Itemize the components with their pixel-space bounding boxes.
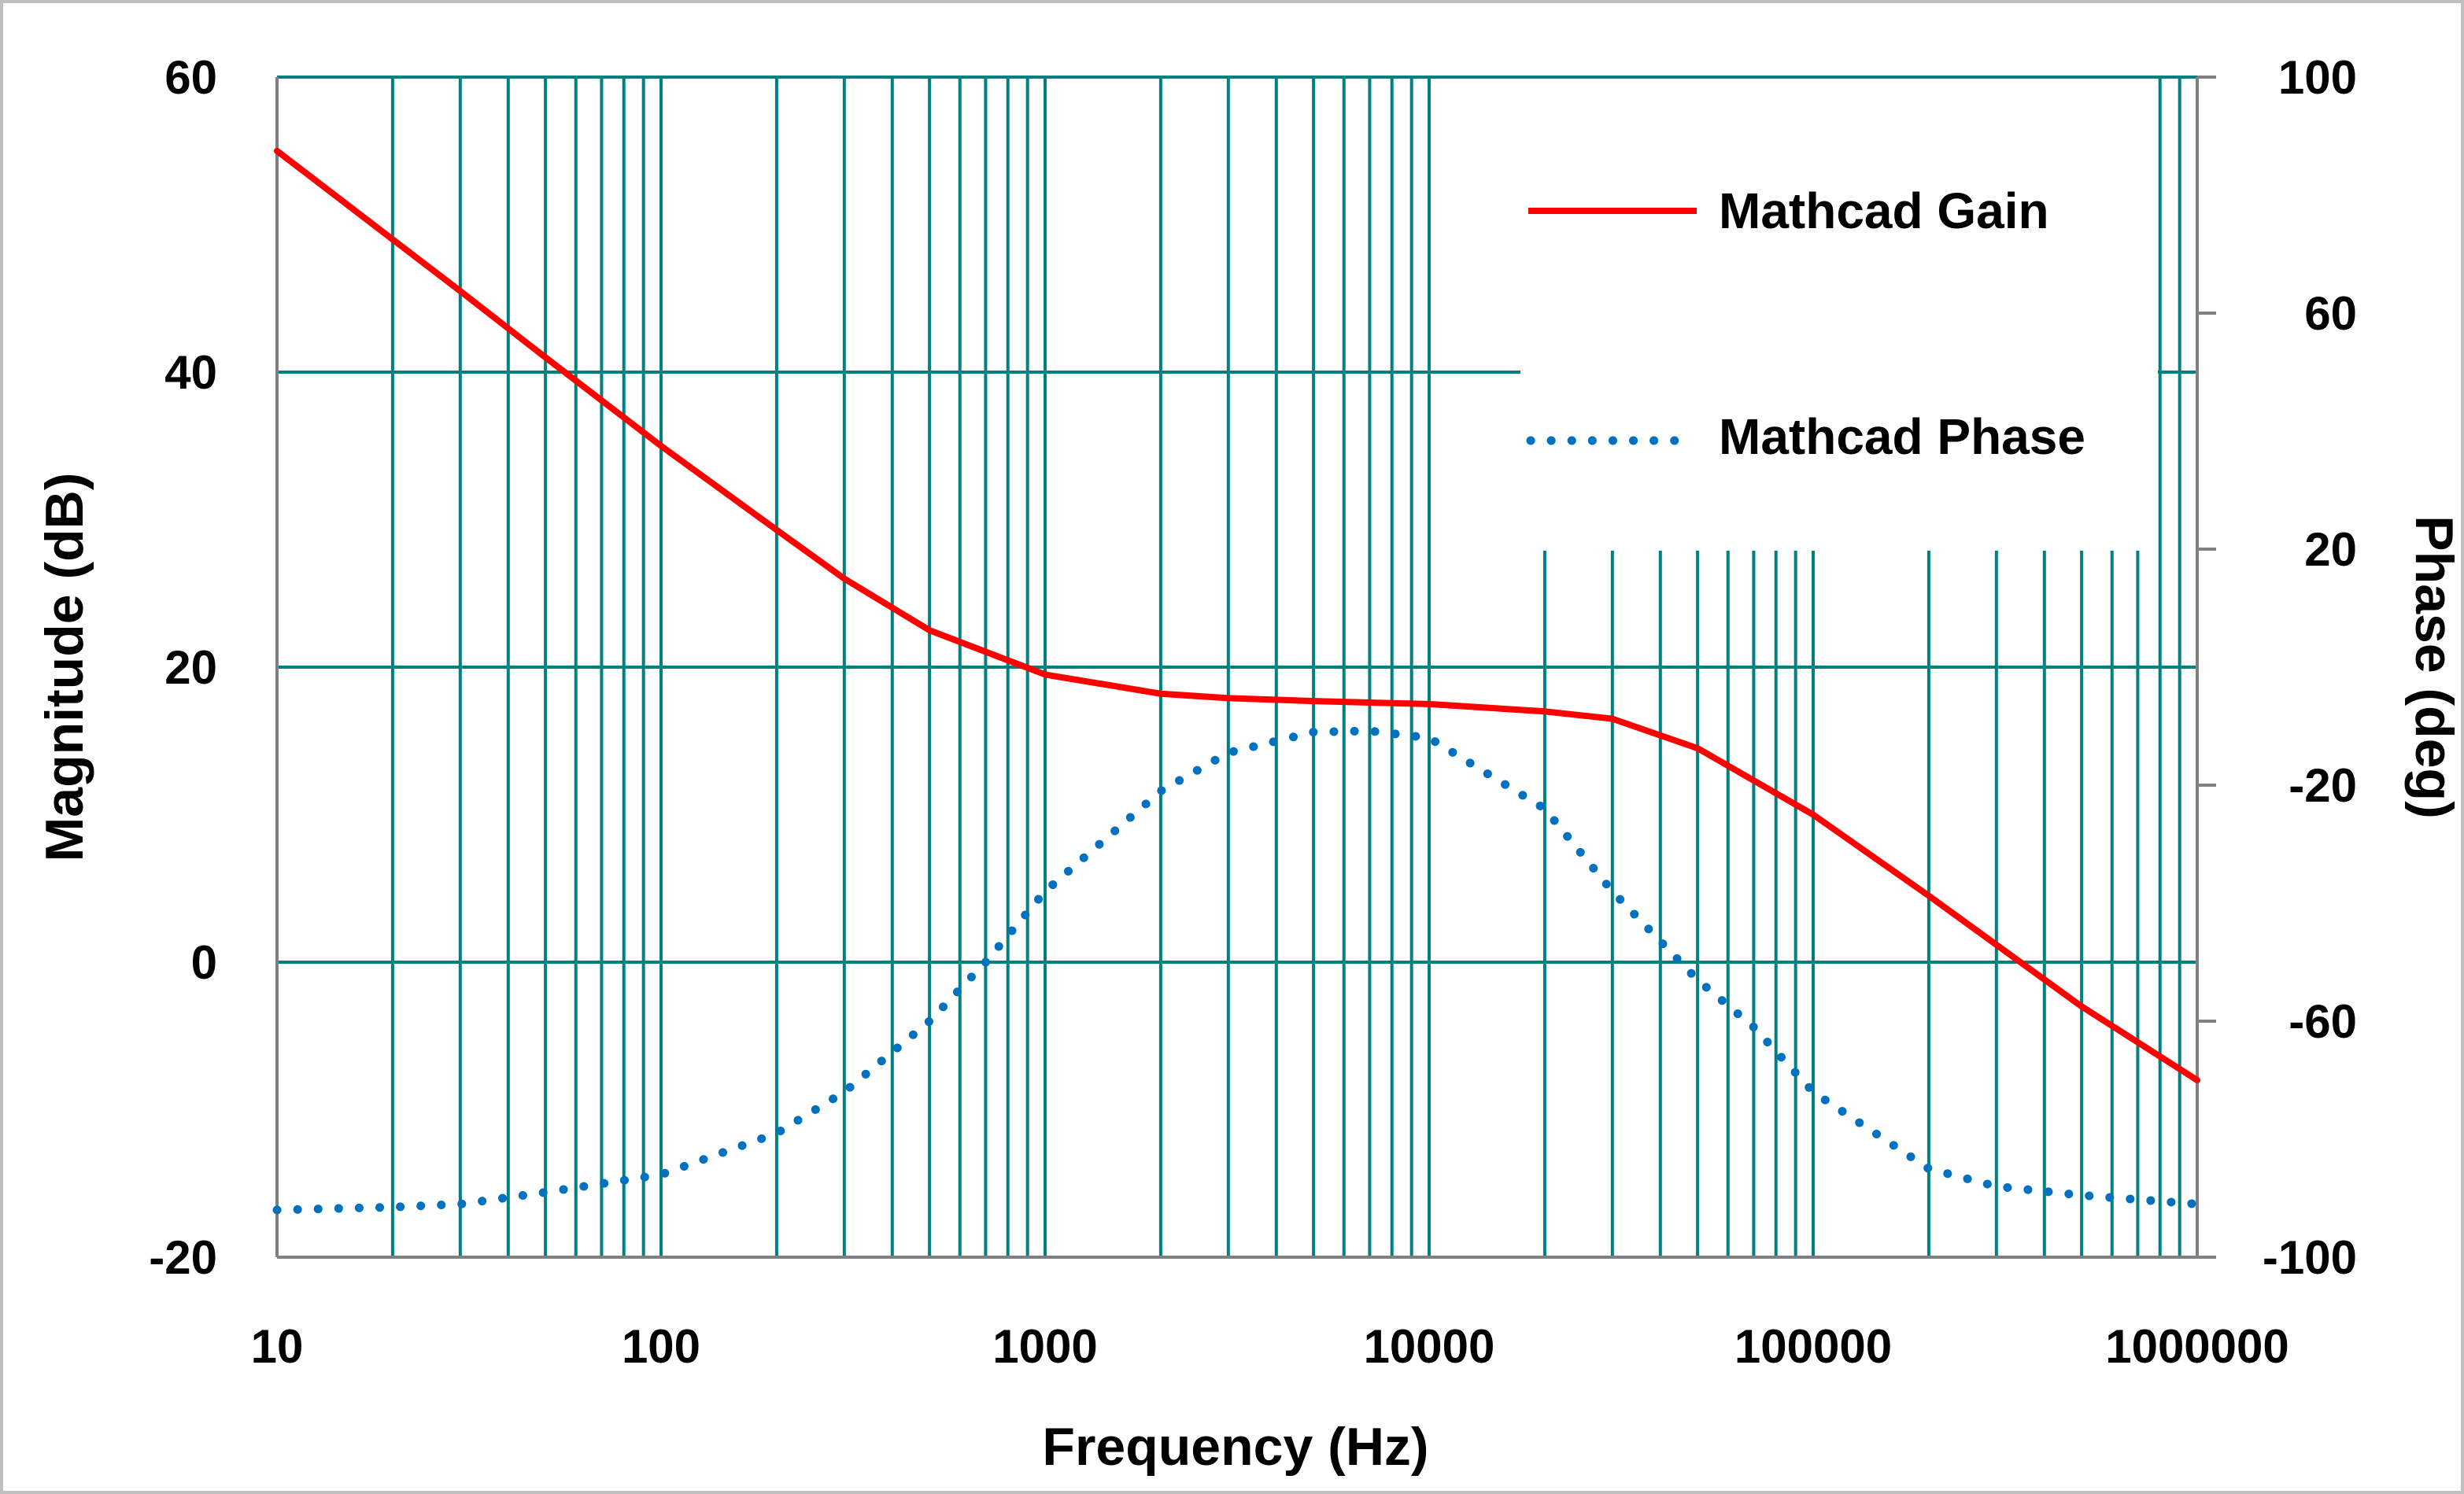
y2-tick-label: 20 [2304, 523, 2357, 576]
legend-box [1520, 79, 2158, 551]
y2-tick-label: 100 [2278, 51, 2357, 104]
y-tick-label: 0 [191, 936, 217, 989]
gain-series-line [274, 147, 2200, 1083]
legend-label-phase: Mathcad Phase [1719, 408, 2085, 465]
x-tick-label: 100000 [1734, 1320, 1892, 1373]
y-tick-label: -20 [149, 1231, 217, 1284]
legend-background [1520, 79, 2158, 551]
x-tick-label: 1000000 [2105, 1320, 2289, 1373]
tick-labels: 10 100 1000 10000 100000 1000000 -20 0 20 40 60 -10… [149, 51, 2357, 1373]
y-axis-title: Magnitude (dB) [35, 473, 94, 862]
axes [275, 76, 2216, 1259]
x-tick-label: 1000 [992, 1320, 1097, 1373]
x-tick-label: 100 [622, 1320, 700, 1373]
x-axis-title: Frequency (Hz) [1042, 1417, 1428, 1477]
legend: Mathcad Gain Mathcad Phase [1526, 183, 2085, 465]
y2-axis-title: Phase (deg) [2404, 515, 2464, 818]
y-tick-label: 60 [164, 51, 217, 104]
legend-label-gain: Mathcad Gain [1719, 183, 2049, 239]
phase-series-line [272, 726, 2202, 1215]
y-tick-label: 20 [164, 641, 217, 694]
y2-tick-label: -100 [2263, 1231, 2357, 1284]
x-tick-label: 10000 [1364, 1320, 1495, 1373]
x-tick-label: 10 [251, 1320, 304, 1373]
y2-tick-label: -60 [2289, 995, 2357, 1048]
y2-tick-label: -20 [2289, 759, 2357, 812]
series-layer [272, 147, 2202, 1215]
y-tick-label: 40 [164, 346, 217, 399]
y2-tick-label: 60 [2304, 287, 2357, 340]
